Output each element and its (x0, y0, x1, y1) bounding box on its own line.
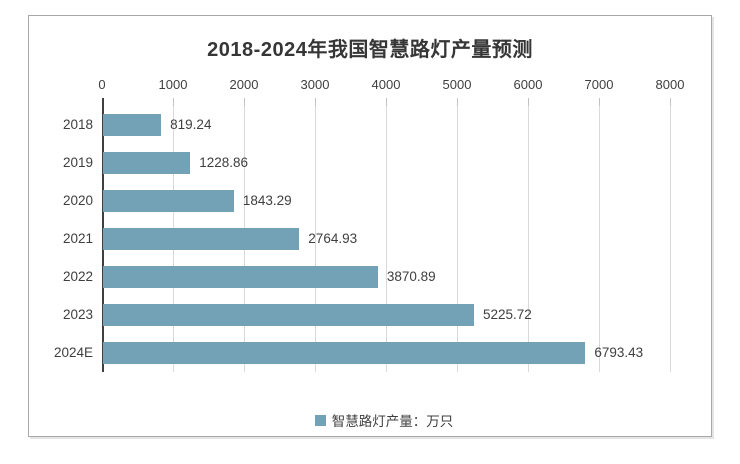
legend-marker-icon (314, 414, 326, 426)
value-label: 6793.43 (594, 345, 644, 360)
bar-row: 3870.89 (102, 258, 670, 296)
x-axis-tick (244, 98, 245, 106)
gridline (670, 106, 671, 372)
x-axis-tick (599, 98, 600, 106)
value-label: 1228.86 (199, 155, 249, 170)
x-axis-label: 4000 (371, 77, 401, 92)
gridline (457, 106, 458, 372)
x-axis-tick (528, 98, 529, 106)
value-label: 1843.29 (242, 193, 292, 208)
x-axis-tick (386, 98, 387, 106)
category-label: 2024E (53, 345, 93, 360)
bar-2024E (103, 342, 586, 364)
x-axis-label: 0 (98, 77, 106, 92)
x-axis-tick (315, 98, 316, 106)
bar-row: 1843.29 (102, 182, 670, 220)
category-label: 2020 (62, 193, 93, 208)
x-axis-label: 2000 (229, 77, 259, 92)
gridline (528, 106, 529, 372)
bar-2020 (103, 190, 234, 212)
category-label: 2021 (62, 231, 93, 246)
gridline (386, 106, 387, 372)
chart-frame: 2018-2024年我国智慧路灯产量预测 0 1000 2000 3000 4000 50… (28, 15, 712, 437)
gridline (599, 106, 600, 372)
category-label: 2022 (62, 269, 93, 284)
x-axis-label: 5000 (442, 77, 472, 92)
bar-2023 (103, 304, 475, 326)
value-label: 3870.89 (386, 269, 436, 284)
category-label: 2023 (62, 307, 93, 322)
category-label: 2018 (62, 117, 93, 132)
bar-2019 (103, 152, 191, 174)
bar-row: 2764.93 (102, 220, 670, 258)
x-axis-tick (173, 98, 174, 106)
x-axis-label: 3000 (300, 77, 330, 92)
x-axis-tick (457, 98, 458, 106)
value-label: 2764.93 (308, 231, 358, 246)
plot-area: 819.24 1228.86 1843.29 2764.93 3870.89 5225.7… (102, 106, 671, 372)
x-axis-label: 1000 (158, 77, 188, 92)
legend-label: 智慧路灯产量：万只 (331, 414, 454, 429)
legend: 智慧路灯产量：万只 (43, 408, 725, 432)
x-axis-label: 7000 (584, 77, 614, 92)
gridline (315, 106, 316, 372)
chart-title: 2018-2024年我国智慧路灯产量预测 (207, 39, 533, 61)
bar-row: 819.24 (102, 106, 670, 144)
value-label: 819.24 (170, 117, 212, 132)
bar-2018 (103, 114, 162, 136)
bar-row: 5225.72 (102, 296, 670, 334)
x-axis-tick (670, 98, 671, 106)
bar-2021 (103, 228, 300, 250)
category-label: 2019 (62, 155, 93, 170)
x-axis-label: 6000 (513, 77, 543, 92)
bar-2022 (103, 266, 378, 288)
x-axis-label: 8000 (655, 77, 685, 92)
bar-row: 6793.43 (102, 334, 670, 372)
bar-row: 1228.86 (102, 144, 670, 182)
value-label: 5225.72 (483, 307, 532, 322)
